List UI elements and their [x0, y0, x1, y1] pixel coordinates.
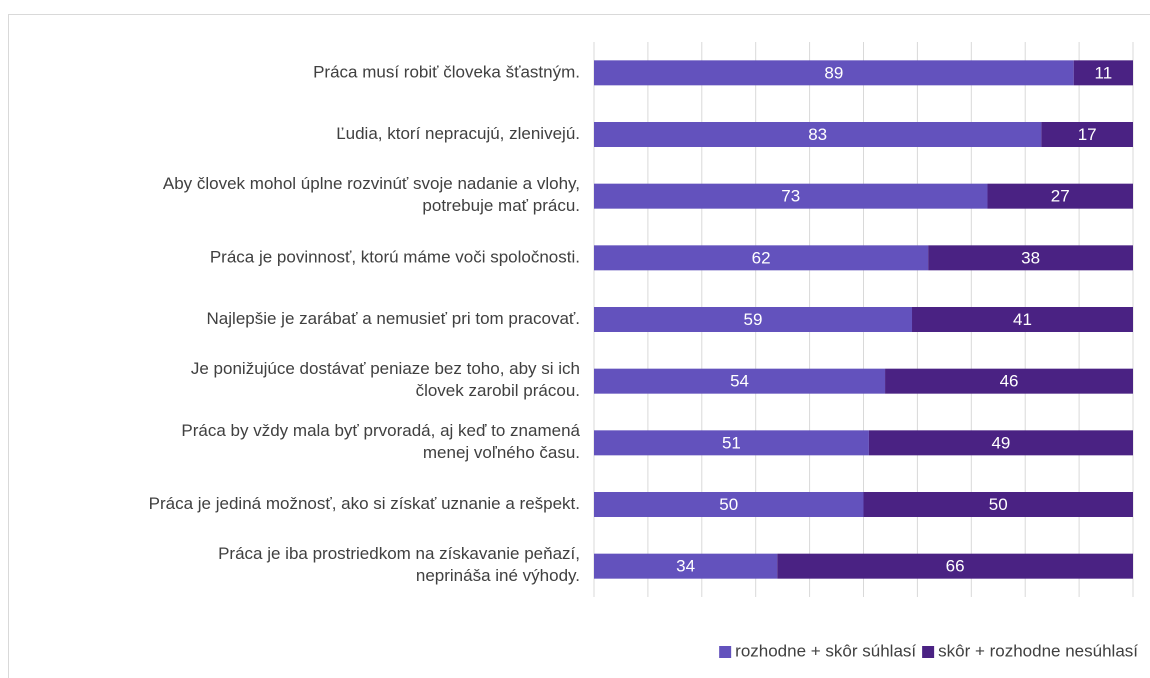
- data-label: 59: [744, 310, 763, 329]
- bar-segment: [885, 368, 1133, 394]
- category-label: Ľudia, ktorí nepracujú, zlenivejú.: [336, 124, 580, 143]
- bar-segment: [594, 492, 864, 517]
- category-label: Práca musí robiť človeka šťastným.: [313, 62, 580, 81]
- bar-segment: [594, 368, 886, 394]
- data-label: 46: [1000, 372, 1019, 391]
- legend-swatch: [922, 646, 935, 658]
- bar-segment: [1041, 122, 1133, 147]
- category-label: Práca je jediná možnosť, ako si získať u…: [149, 494, 580, 513]
- bar-segment: [928, 245, 1133, 271]
- bar-segment: [594, 430, 869, 456]
- data-label: 83: [808, 125, 827, 144]
- data-label: 34: [676, 557, 695, 576]
- bar-segment: [594, 183, 988, 209]
- bar-segment: [594, 122, 1042, 147]
- bar-segment: [912, 307, 1133, 332]
- category-label: Aby človek mohol úplne rozvinúť svoje na…: [163, 175, 580, 216]
- data-label: 38: [1021, 248, 1040, 267]
- bar-segment: [868, 430, 1133, 456]
- data-label: 62: [752, 248, 771, 267]
- category-label: Práca je povinnosť, ktorú máme voči spol…: [210, 247, 580, 266]
- category-label: Je ponižujúce dostávať peniaze bez toho,…: [191, 360, 580, 401]
- data-label: 51: [722, 433, 741, 452]
- chart-frame: [8, 14, 1150, 678]
- data-label: 54: [730, 372, 749, 391]
- legend-swatch: [719, 646, 732, 658]
- category-label: Práca by vždy mala byť prvoradá, aj keď …: [181, 421, 580, 462]
- data-label: 41: [1013, 310, 1032, 329]
- bar-segment: [594, 553, 778, 579]
- data-label: 66: [946, 557, 965, 576]
- bar-segment: [987, 183, 1133, 209]
- category-label: Najlepšie je zarábať a nemusieť pri tom …: [207, 309, 580, 328]
- bar-segment: [594, 307, 913, 332]
- legend-label: skôr + rozhodne nesúhlasí: [938, 641, 1138, 660]
- data-label: 50: [989, 495, 1008, 514]
- bar-segment: [594, 60, 1074, 86]
- category-label: Práca je iba prostriedkom na získavanie …: [218, 545, 580, 586]
- data-label: 27: [1051, 187, 1070, 206]
- data-label: 73: [781, 187, 800, 206]
- bar-segment: [594, 245, 929, 271]
- data-label: 49: [991, 433, 1010, 452]
- bar-segment: [863, 492, 1133, 517]
- bar-segment: [1073, 60, 1133, 86]
- data-label: 17: [1078, 125, 1097, 144]
- bar-segment: [777, 553, 1133, 579]
- data-label: 11: [1095, 63, 1113, 82]
- data-label: 89: [824, 63, 843, 82]
- data-label: 50: [719, 495, 738, 514]
- legend-label: rozhodne + skôr súhlasí: [735, 641, 916, 660]
